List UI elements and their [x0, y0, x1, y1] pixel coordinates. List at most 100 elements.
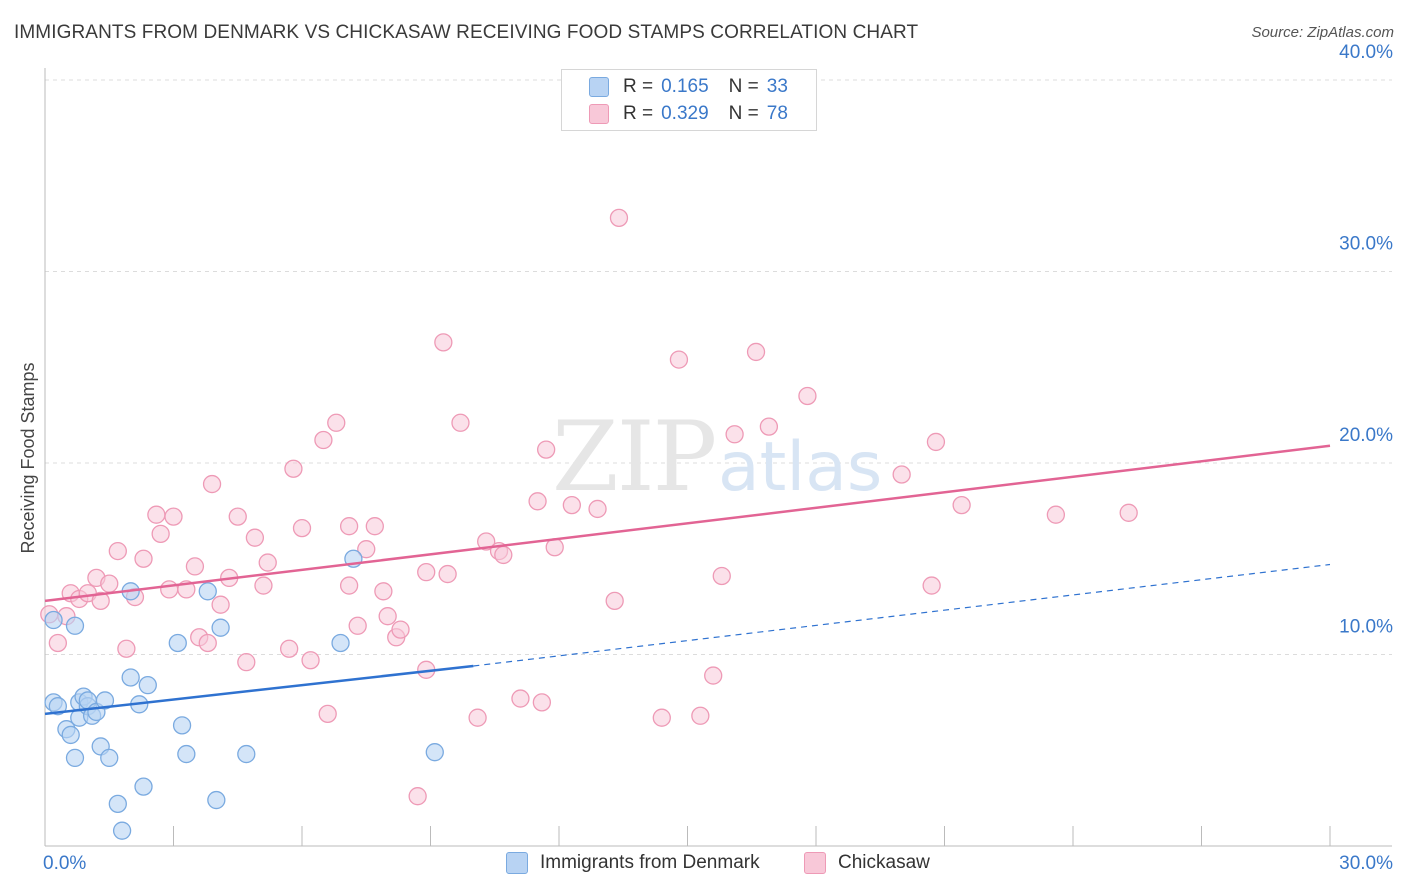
chickasaw-point — [100, 574, 119, 593]
chickasaw-point — [468, 708, 487, 727]
chickasaw-point — [562, 495, 581, 515]
chickasaw-point — [202, 474, 222, 494]
denmark-point — [61, 725, 80, 745]
watermark-zip: ZIP — [552, 401, 715, 513]
chickasaw-point — [605, 591, 624, 611]
chickasaw-point — [528, 492, 547, 511]
chickasaw-point — [185, 557, 205, 576]
x-tick-label: 0.0% — [43, 853, 86, 874]
chickasaw-point — [211, 595, 230, 614]
chickasaw-point — [134, 549, 153, 568]
chickasaw-point — [91, 591, 110, 611]
y-tick-label: 20.0% — [1339, 425, 1393, 446]
chickasaw-point — [258, 553, 277, 572]
denmark-trend-extension — [473, 563, 1331, 667]
denmark-point — [108, 794, 127, 814]
chickasaw-point — [1046, 505, 1066, 524]
chickasaw-point — [378, 607, 397, 626]
chickasaw-point — [477, 532, 496, 551]
chickasaw-point — [160, 580, 179, 599]
chickasaw-point — [292, 518, 312, 538]
chickasaw-point — [798, 386, 817, 406]
chickasaw-point — [537, 440, 556, 459]
chickasaw-point — [339, 576, 359, 595]
chickasaw-point — [609, 208, 629, 228]
denmark-point — [211, 618, 230, 637]
chickasaw-point — [279, 639, 299, 658]
denmark-point — [95, 691, 115, 710]
legend-item-chickasaw[interactable]: Chickasaw — [804, 852, 930, 874]
chickasaw-point — [417, 563, 436, 582]
chickasaw-trend-line — [44, 444, 1331, 603]
denmark-point — [425, 743, 444, 762]
legend-label-chickasaw: Chickasaw — [838, 852, 930, 873]
denmark-point — [138, 675, 157, 695]
legend-row-denmark: R = 0.165 N = 33 — [562, 74, 788, 100]
denmark-point — [177, 744, 196, 764]
denmark-trend-line — [44, 664, 474, 716]
chickasaw-point — [245, 528, 265, 547]
chickasaw-point — [254, 576, 273, 595]
legend-r-label: R = — [623, 103, 654, 124]
chickasaw-point — [704, 666, 723, 685]
denmark-point — [198, 582, 217, 601]
chickasaw-point — [434, 333, 453, 352]
chickasaw-point — [117, 639, 136, 658]
chickasaw-point — [301, 651, 320, 670]
legend-n-label: N = — [728, 103, 759, 124]
legend-label-denmark: Immigrants from Denmark — [540, 852, 760, 873]
chickasaw-point — [952, 495, 971, 515]
legend-r-value: 0.329 — [661, 103, 709, 124]
chickasaw-point — [339, 517, 359, 536]
denmark-point — [237, 744, 256, 764]
chickasaw-point — [284, 459, 303, 478]
chickasaw-point — [892, 465, 911, 484]
denmark-point — [100, 748, 119, 768]
chickasaw-point — [151, 524, 170, 544]
y-axis-label: Receiving Food Stamps — [18, 362, 38, 553]
legend-n-value: 33 — [766, 76, 788, 97]
chickasaw-point — [327, 413, 346, 432]
chickasaw-point — [532, 693, 552, 712]
x-tick-label: 30.0% — [1339, 853, 1393, 874]
chickasaw-point — [746, 342, 766, 362]
denmark-point — [44, 610, 63, 630]
denmark-point — [65, 748, 85, 768]
y-tick-label: 30.0% — [1339, 234, 1393, 255]
denmark-point — [134, 777, 153, 796]
chickasaw-point — [494, 545, 513, 565]
chickasaw-point — [511, 689, 530, 708]
legend-swatch-blue — [589, 77, 609, 97]
legend-item-denmark[interactable]: Immigrants from Denmark — [506, 852, 760, 874]
chickasaw-point — [228, 507, 247, 526]
chickasaw-point — [108, 541, 127, 561]
legend-series: Immigrants from Denmark Chickasaw — [0, 852, 1406, 878]
chickasaw-point — [438, 564, 457, 584]
chickasaw-point — [669, 350, 689, 369]
legend-n-label: N = — [728, 76, 759, 97]
chart-title: IMMIGRANTS FROM DENMARK VS CHICKASAW REC… — [14, 22, 919, 43]
legend-n-value: 78 — [766, 103, 788, 124]
chickasaw-point — [691, 706, 710, 725]
chickasaw-point — [374, 582, 393, 601]
chickasaw-point — [1119, 503, 1138, 522]
chickasaw-point — [391, 620, 410, 639]
chickasaw-point — [588, 499, 607, 519]
chickasaw-point — [164, 507, 183, 526]
y-tick-label: 40.0% — [1339, 42, 1393, 63]
legend-r-value: 0.165 — [661, 76, 709, 97]
watermark-atlas: atlas — [718, 428, 882, 507]
chickasaw-point — [365, 517, 384, 536]
chickasaw-point — [725, 425, 744, 444]
denmark-point — [48, 697, 67, 716]
chickasaw-point — [348, 616, 367, 635]
chickasaw-point — [314, 430, 333, 450]
chickasaw-point — [451, 413, 470, 432]
legend-swatch-pink — [589, 104, 609, 124]
chickasaw-point — [357, 540, 376, 559]
legend-r-label: R = — [623, 76, 654, 97]
chickasaw-point — [652, 708, 671, 727]
chickasaw-point — [408, 787, 427, 806]
chickasaw-point — [922, 576, 941, 595]
